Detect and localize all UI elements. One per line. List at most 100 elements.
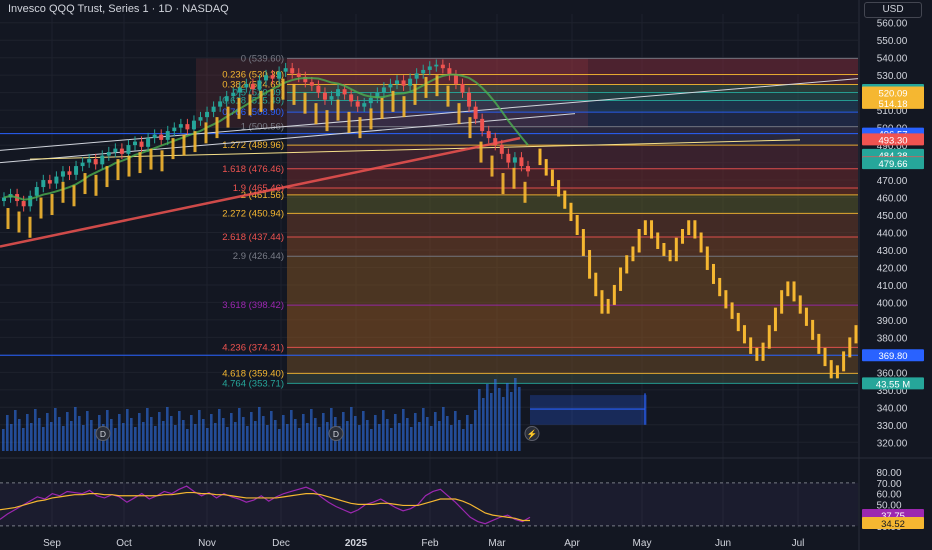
price-axis-tick: 560.00	[877, 19, 908, 30]
dividend-marker-label: D	[100, 429, 106, 439]
candle-body	[34, 187, 39, 196]
volume-bar	[354, 416, 357, 451]
fib-zone	[287, 100, 858, 113]
volume-bar	[122, 423, 125, 451]
rsi-band	[0, 482, 858, 526]
projection-bar	[468, 117, 472, 139]
fib-label: 4.236 (374.31)	[222, 342, 284, 353]
candle-body	[447, 68, 452, 76]
projection-bar	[674, 237, 678, 262]
projection-bar	[204, 122, 208, 144]
volume-bar	[218, 409, 221, 451]
projection-bar	[138, 152, 142, 174]
projection-bar	[446, 85, 450, 107]
candle-body	[290, 68, 295, 74]
candle-body	[74, 166, 79, 175]
projection-bar	[563, 190, 567, 209]
volume-bar	[374, 415, 377, 451]
price-axis-tick: 470.00	[877, 176, 908, 187]
volume-bar	[430, 426, 433, 451]
volume-bar	[166, 407, 169, 451]
fib-label: 0.786 (508.90)	[222, 107, 284, 118]
projection-bar	[237, 97, 241, 119]
dividend-marker	[328, 426, 344, 442]
volume-bar	[206, 428, 209, 451]
projection-bar	[270, 89, 274, 111]
volume-bar	[366, 420, 369, 451]
projection-bar	[347, 111, 351, 133]
volume-bar	[502, 397, 505, 451]
volume-bar	[234, 422, 237, 451]
volume-bar	[290, 410, 293, 451]
projection-bar	[39, 197, 43, 219]
projection-bar	[325, 110, 329, 132]
volume-bar	[482, 398, 485, 451]
candle-body	[93, 159, 98, 165]
dividend-marker	[95, 426, 111, 442]
volume-bar	[182, 420, 185, 451]
volume-bar	[442, 407, 445, 451]
candle-body	[460, 83, 465, 93]
projection-bar	[730, 302, 734, 319]
volume-bar	[202, 419, 205, 451]
volume-bar	[414, 413, 417, 451]
volume-bar	[174, 425, 177, 451]
projection-bar	[226, 106, 230, 128]
volume-bar	[386, 419, 389, 451]
volume-bar	[6, 415, 9, 451]
currency-selector[interactable]: USD	[864, 2, 922, 18]
volume-bar	[194, 424, 197, 451]
price-axis-tick: 530.00	[877, 71, 908, 82]
projection-bar	[817, 333, 821, 354]
candle-body	[165, 131, 170, 140]
volume-bar	[214, 423, 217, 451]
projection-bar	[662, 242, 666, 256]
volume-bar	[70, 421, 73, 451]
projection-bar	[600, 290, 604, 314]
candle-body	[414, 73, 419, 79]
volume-bar	[94, 429, 97, 451]
time-axis-tick: 2025	[345, 538, 368, 549]
projection-bar	[160, 150, 164, 172]
candle-body	[257, 80, 262, 90]
projection-bar	[105, 166, 109, 188]
fib-zone	[287, 84, 858, 93]
volume-bar	[222, 418, 225, 451]
volume-bar	[418, 422, 421, 451]
candle-body	[250, 83, 255, 90]
volume-bar	[10, 424, 13, 451]
volume-bar	[250, 412, 253, 451]
projection-bar	[281, 78, 285, 100]
rsi-badge-label: 37.75	[881, 511, 905, 522]
volume-bar	[14, 410, 17, 451]
projection-bar	[798, 295, 802, 314]
projection-bar	[842, 351, 846, 372]
volume-bar	[258, 407, 261, 451]
projection-bar	[637, 229, 641, 253]
projection-bar	[829, 360, 833, 379]
volume-bar	[126, 409, 129, 451]
price-badge	[862, 133, 924, 146]
projection-bar	[786, 281, 790, 297]
price-axis-tick: 330.00	[877, 421, 908, 432]
fib-label: 4.618 (359.40)	[222, 368, 284, 379]
fib-label: 2.272 (450.94)	[222, 208, 284, 219]
volume-bar	[226, 427, 229, 451]
time-axis-tick: Dec	[272, 538, 290, 549]
volume-bar	[506, 383, 509, 451]
projection-bar	[6, 208, 10, 230]
fib-zone	[287, 74, 858, 85]
projection-bar	[848, 337, 852, 358]
projection-bar	[625, 255, 629, 274]
projection-bar	[402, 96, 406, 118]
candle-body	[381, 87, 386, 93]
candle-body	[526, 166, 530, 172]
projection-bar	[424, 76, 428, 98]
fib-label: 1.618 (476.46)	[222, 164, 284, 175]
projection-bar	[17, 211, 21, 233]
volume-bar	[410, 427, 413, 451]
candle-body	[388, 83, 393, 88]
price-axis-tick: 380.00	[877, 333, 908, 344]
time-axis-tick: Sep	[43, 538, 61, 549]
